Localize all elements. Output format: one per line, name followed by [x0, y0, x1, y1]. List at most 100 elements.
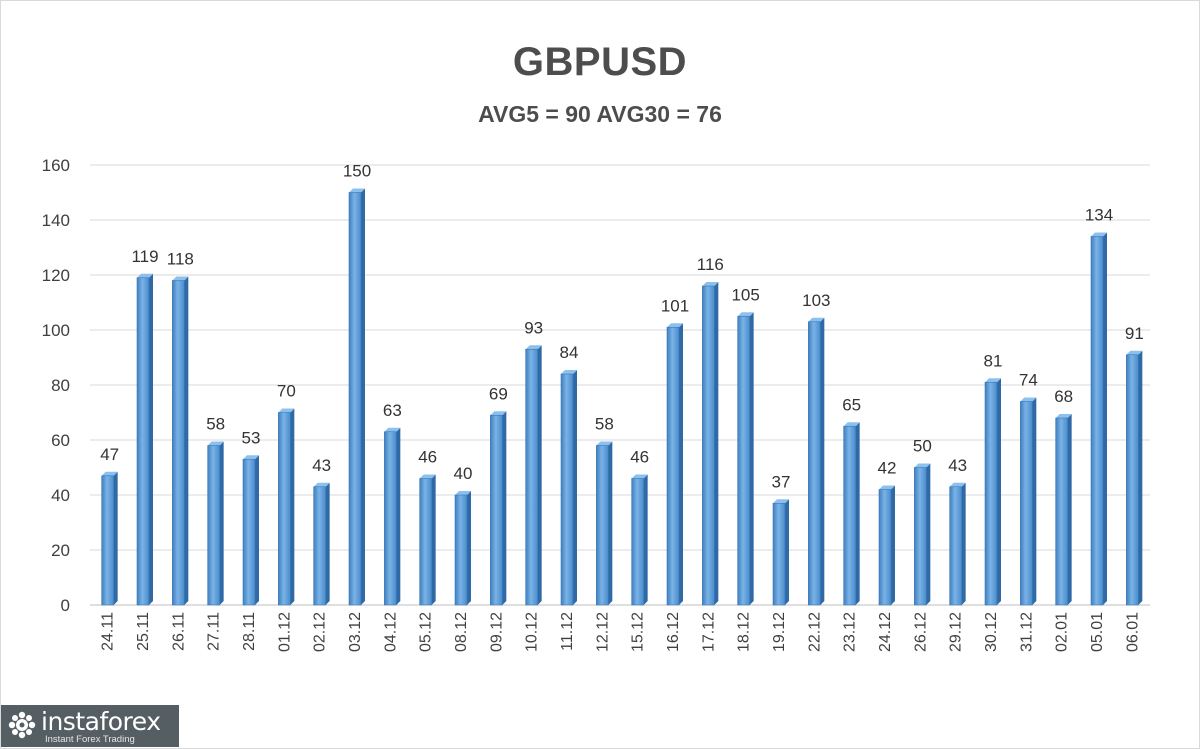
x-tick-label: 30.12 — [983, 612, 1000, 652]
bar-top — [879, 485, 895, 490]
x-tick-label: 09.12 — [488, 612, 505, 652]
x-tick-label: 02.12 — [312, 612, 329, 652]
bar-front — [772, 502, 786, 606]
x-tick-label: 26.12 — [912, 612, 929, 652]
bar-front — [878, 489, 892, 606]
bar-side — [926, 463, 931, 605]
bar-front — [949, 486, 962, 606]
bar — [384, 427, 401, 606]
bar-top — [278, 408, 295, 413]
x-tick-label: 16.12 — [665, 612, 682, 652]
bar-top — [985, 378, 1001, 383]
bar — [490, 411, 507, 606]
bar — [1055, 414, 1072, 606]
bar-front — [737, 315, 750, 606]
bar-side — [325, 482, 330, 605]
data-label: 105 — [731, 285, 759, 304]
x-tick-label: 26.11 — [170, 612, 187, 651]
data-label: 134 — [1085, 206, 1113, 225]
data-labels: 47 119 118 58 53 70 43 150 63 46 40 69 93 84 58 46 101 11… — [100, 162, 1144, 492]
bar-side — [891, 485, 895, 605]
bar-side — [820, 317, 825, 605]
bar-side — [184, 276, 189, 605]
bar-front — [313, 486, 326, 606]
y-tick-label: 20 — [51, 541, 70, 560]
x-tick-label: 05.12 — [418, 612, 435, 652]
bar-side — [361, 188, 365, 605]
bar-front — [384, 431, 397, 606]
data-label: 93 — [524, 318, 543, 337]
bar-top — [596, 441, 613, 446]
gridlines — [90, 164, 1150, 606]
bar — [207, 441, 224, 606]
bar-top — [667, 323, 683, 328]
bar-front — [1055, 417, 1068, 606]
bar-top — [737, 312, 754, 317]
bar-side — [573, 370, 577, 605]
data-label: 47 — [100, 445, 119, 464]
bar-side — [113, 471, 118, 605]
bar-side — [290, 408, 295, 605]
bar-front — [242, 458, 256, 606]
bar-top — [243, 455, 259, 460]
data-label: 58 — [206, 415, 225, 434]
bar-top — [207, 441, 224, 446]
bar — [172, 276, 189, 606]
bar-side — [785, 499, 789, 605]
x-tick-label: 27.11 — [206, 612, 223, 651]
bar-side — [714, 282, 719, 605]
bar-top — [1055, 414, 1072, 418]
x-tick-label: 11.12 — [559, 612, 576, 651]
data-label: 119 — [131, 247, 158, 266]
x-tick-label: 31.12 — [1018, 612, 1035, 652]
bar — [808, 317, 825, 606]
bar-side — [749, 312, 754, 605]
bar-front — [914, 467, 927, 606]
bar-side — [679, 323, 683, 605]
bar-side — [1067, 414, 1072, 605]
x-tick-label: 01.12 — [276, 612, 293, 652]
x-tick-label: 06.01 — [1124, 612, 1141, 652]
bar-front — [419, 478, 432, 606]
x-axis-ticks: 24.11 25.11 26.11 27.11 28.11 01.12 02.12 03.12… — [100, 612, 1142, 652]
x-tick-label: 12.12 — [594, 612, 611, 652]
bar-side — [643, 474, 648, 605]
chart-subtitle: AVG5 = 90 AVG30 = 76 — [478, 101, 722, 127]
data-label: 63 — [383, 401, 402, 420]
bar — [525, 345, 542, 606]
bar-top — [1091, 232, 1107, 237]
bar-side — [1103, 232, 1107, 605]
bar — [772, 499, 789, 606]
data-label: 46 — [630, 448, 649, 467]
bar-top — [172, 276, 189, 281]
bar-top — [419, 474, 436, 479]
data-label: 65 — [842, 395, 861, 414]
bar — [101, 471, 118, 606]
bar-top — [349, 188, 365, 193]
y-tick-label: 40 — [51, 486, 70, 505]
bar-front — [136, 277, 150, 606]
bar-front — [702, 285, 715, 606]
bar-side — [467, 491, 471, 605]
bar-top — [914, 463, 931, 468]
bar-front — [490, 414, 503, 606]
bar — [1020, 397, 1037, 606]
bar-front — [525, 348, 538, 606]
x-tick-label: 18.12 — [736, 612, 753, 652]
bar-front — [348, 192, 362, 606]
x-tick-label: 15.12 — [630, 612, 647, 652]
bar-side — [608, 441, 613, 605]
x-tick-label: 19.12 — [771, 612, 788, 652]
bar-side — [997, 378, 1001, 605]
bar-front — [666, 326, 680, 606]
bar-side — [1138, 350, 1143, 605]
data-label: 84 — [560, 343, 579, 362]
bar-side — [219, 441, 224, 605]
bar-top — [773, 499, 789, 504]
bar — [984, 378, 1001, 606]
bar-front — [808, 321, 821, 606]
data-label: 116 — [697, 255, 724, 274]
bar-top — [525, 345, 542, 350]
bar — [737, 312, 754, 606]
